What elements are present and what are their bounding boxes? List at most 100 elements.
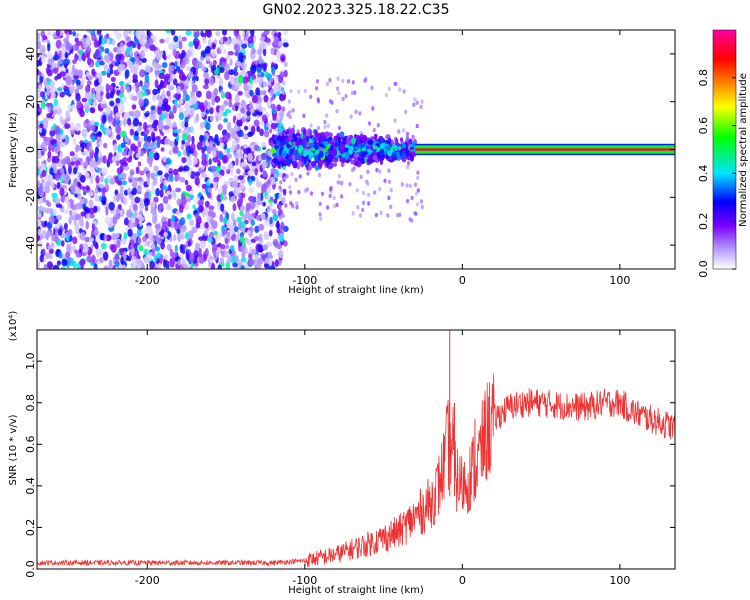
heatmap-cell bbox=[240, 62, 247, 70]
heatmap-cell bbox=[58, 228, 63, 236]
heatmap-cell bbox=[137, 147, 141, 157]
heatmap-cell bbox=[53, 264, 59, 269]
heatmap-cell bbox=[256, 73, 261, 78]
snr-scale-label: (x10⁴) bbox=[8, 311, 19, 342]
heatmap-cell bbox=[120, 64, 126, 71]
heatmap-cell bbox=[150, 105, 156, 111]
heatmap-cell bbox=[309, 94, 313, 100]
heatmap-cell bbox=[64, 52, 69, 59]
heatmap-cell bbox=[190, 109, 194, 118]
heatmap-cell bbox=[297, 89, 301, 95]
spectrogram-x-ticks: -200 -100 0 100 bbox=[135, 30, 630, 287]
heatmap-cell bbox=[153, 61, 158, 69]
heatmap-cell bbox=[283, 30, 288, 36]
heatmap-cell bbox=[318, 143, 325, 148]
heatmap-cell bbox=[319, 216, 323, 221]
heatmap-cell bbox=[112, 216, 118, 225]
heatmap-cell bbox=[59, 71, 66, 77]
heatmap-cell bbox=[389, 204, 393, 209]
heatmap-cell bbox=[220, 104, 225, 112]
heatmap-cell bbox=[276, 220, 280, 230]
heatmap-cell bbox=[66, 243, 71, 253]
heatmap-cell bbox=[204, 200, 210, 208]
heatmap-cell bbox=[66, 235, 70, 242]
heatmap-cell bbox=[198, 167, 203, 174]
heatmap-cell bbox=[366, 181, 370, 187]
heatmap-cell bbox=[119, 248, 124, 256]
heatmap-cell bbox=[128, 150, 133, 156]
heatmap-cell bbox=[233, 30, 239, 37]
x-tick-label: 100 bbox=[609, 274, 630, 287]
heatmap-cell bbox=[258, 78, 263, 88]
heatmap-cell bbox=[298, 174, 302, 179]
heatmap-cell bbox=[257, 223, 265, 231]
heatmap-cell bbox=[332, 149, 338, 157]
heatmap-cell bbox=[109, 100, 115, 107]
heatmap-cell bbox=[131, 259, 137, 268]
heatmap-cell bbox=[60, 133, 66, 140]
heatmap-cell bbox=[128, 178, 133, 183]
heatmap-cell bbox=[195, 171, 200, 177]
heatmap-cell bbox=[242, 76, 249, 85]
heatmap-cell bbox=[288, 130, 294, 136]
heatmap-cell bbox=[219, 36, 224, 44]
heatmap-cell bbox=[406, 164, 410, 170]
heatmap-cell bbox=[127, 228, 133, 237]
heatmap-cell bbox=[131, 217, 136, 224]
heatmap-cell bbox=[37, 111, 40, 116]
heatmap-cell bbox=[180, 144, 185, 150]
heatmap-cell bbox=[65, 42, 73, 51]
heatmap-cell bbox=[139, 35, 143, 45]
heatmap-cell bbox=[146, 30, 151, 38]
heatmap-cell bbox=[130, 243, 134, 250]
heatmap-cell bbox=[173, 93, 179, 99]
heatmap-cell bbox=[283, 240, 288, 247]
heatmap-cell bbox=[137, 184, 142, 194]
heatmap-cell bbox=[194, 150, 198, 158]
heatmap-cell bbox=[276, 155, 282, 160]
heatmap-cell bbox=[275, 139, 280, 145]
snr-line bbox=[37, 373, 675, 568]
heatmap-cell bbox=[39, 44, 46, 54]
heatmap-cell bbox=[367, 139, 373, 146]
heatmap-cell bbox=[121, 151, 127, 157]
heatmap-cell bbox=[165, 157, 171, 165]
heatmap-cell bbox=[143, 248, 149, 256]
heatmap-cell bbox=[152, 216, 158, 225]
heatmap-cell bbox=[121, 180, 128, 186]
heatmap-cell bbox=[257, 192, 261, 202]
heatmap-cell bbox=[263, 262, 269, 269]
heatmap-cell bbox=[222, 187, 227, 196]
heatmap-cell bbox=[64, 63, 68, 69]
heatmap-cell bbox=[237, 175, 244, 180]
heatmap-cell bbox=[66, 32, 70, 40]
heatmap-cell bbox=[186, 196, 192, 203]
heatmap-cell bbox=[234, 226, 239, 233]
heatmap-cell bbox=[59, 204, 63, 209]
heatmap-cell bbox=[240, 161, 248, 167]
heatmap-cell bbox=[109, 68, 114, 75]
x-tick-label: 100 bbox=[609, 574, 630, 587]
heatmap-cell bbox=[123, 217, 129, 226]
heatmap-cell bbox=[239, 236, 245, 243]
heatmap-cell bbox=[147, 172, 151, 179]
heatmap-cell bbox=[43, 265, 49, 269]
heatmap-cell bbox=[254, 168, 258, 176]
heatmap-cell bbox=[354, 161, 359, 166]
heatmap-cell bbox=[169, 237, 173, 243]
heatmap-cell bbox=[395, 138, 399, 145]
heatmap-cell bbox=[340, 162, 345, 168]
heatmap-cell bbox=[72, 68, 79, 77]
heatmap-cell bbox=[41, 55, 46, 64]
heatmap-cell bbox=[78, 54, 82, 63]
heatmap-cell bbox=[54, 51, 58, 57]
heatmap-cell bbox=[419, 199, 424, 204]
heatmap-cell bbox=[192, 204, 196, 210]
heatmap-cell bbox=[40, 147, 48, 153]
heatmap-cell bbox=[200, 30, 204, 37]
heatmap-cell bbox=[221, 243, 226, 250]
heatmap-cell bbox=[139, 170, 145, 176]
heatmap-cell bbox=[250, 219, 255, 226]
heatmap-cell bbox=[314, 138, 318, 143]
heatmap-cell bbox=[211, 98, 215, 106]
